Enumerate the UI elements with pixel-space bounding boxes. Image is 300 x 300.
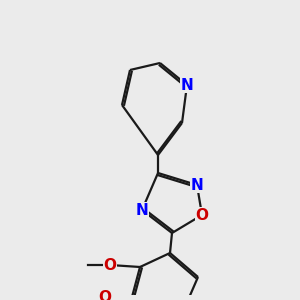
Text: N: N bbox=[136, 202, 148, 217]
Text: O: O bbox=[103, 257, 116, 272]
Text: O: O bbox=[196, 208, 208, 223]
Text: O: O bbox=[98, 290, 112, 300]
Text: N: N bbox=[181, 77, 194, 92]
Text: N: N bbox=[190, 178, 203, 193]
